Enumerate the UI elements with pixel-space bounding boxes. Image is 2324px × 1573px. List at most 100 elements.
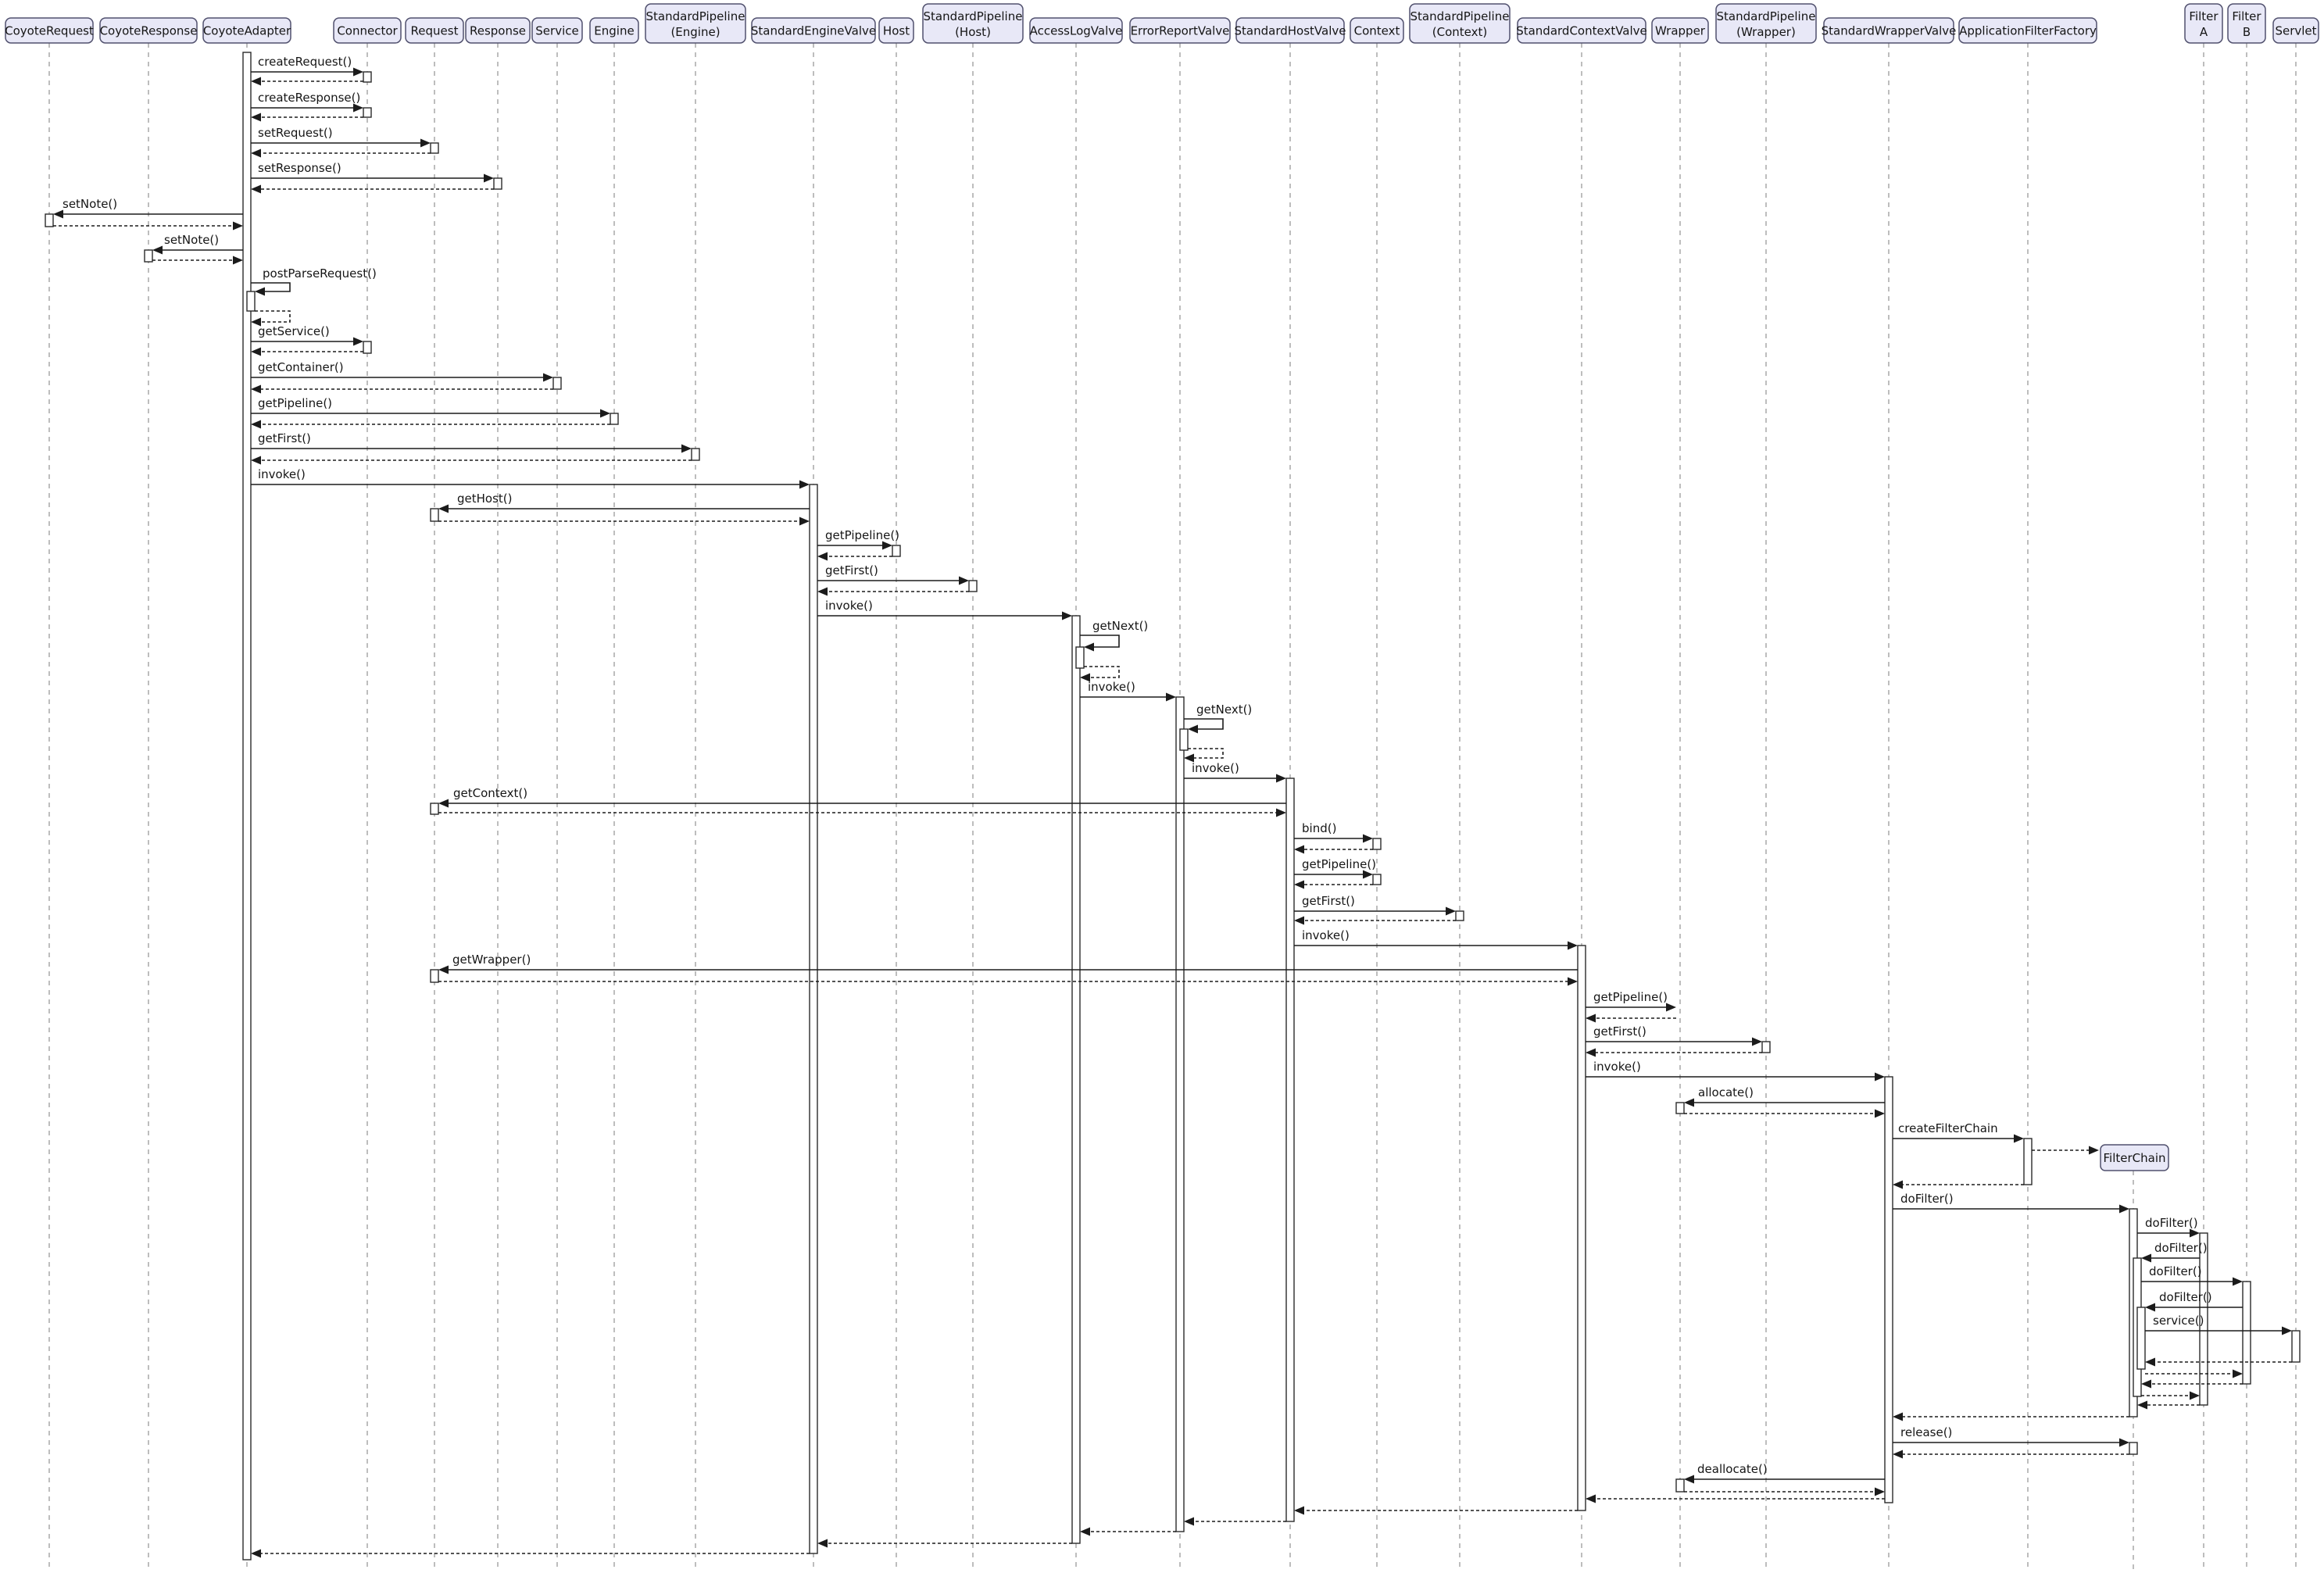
activation-host (892, 545, 901, 557)
return-arrowhead (2233, 1369, 2243, 1378)
message-arrowhead (152, 245, 163, 255)
activation-engine (610, 413, 619, 425)
message-arrowhead (438, 965, 449, 974)
message-arrowhead (799, 480, 810, 489)
participant-box-standard-pipeline-wrapper (1715, 3, 1817, 44)
message-arrowhead (1684, 1098, 1694, 1107)
message-label: invoke() (1593, 1060, 1641, 1074)
return-arrowhead (1294, 1506, 1304, 1515)
activation-context (1372, 874, 1382, 885)
message-arrowhead (1363, 870, 1373, 879)
message-label: setNote() (63, 197, 117, 211)
activation-filter-a (2199, 1232, 2208, 1406)
activation-context (1372, 838, 1382, 850)
message-label: getFirst() (1593, 1024, 1646, 1039)
activation-access-log-valve (1075, 646, 1085, 669)
return-arrowhead (251, 420, 261, 429)
message-arrowhead (959, 576, 969, 585)
message-label: getPipeline() (258, 396, 332, 410)
activation-coyote-adapter (242, 52, 252, 1560)
message-arrowhead (1276, 774, 1286, 783)
message-arrowhead (1446, 906, 1456, 916)
return-arrowhead (1276, 808, 1286, 817)
message-label: getNext() (1196, 702, 1252, 717)
message-label: allocate() (1698, 1085, 1754, 1099)
participant-label: StandardPipeline (1410, 9, 1510, 23)
return-arrowhead (2141, 1379, 2151, 1389)
activation-standard-pipeline-host (968, 580, 978, 592)
self-return-arrowhead (1080, 673, 1090, 682)
self-return-arrowhead (251, 317, 261, 327)
message-label: postParseRequest() (263, 266, 377, 281)
self-message-arrow (1184, 718, 1224, 730)
message-arrowhead (2282, 1326, 2292, 1335)
participant-box-standard-pipeline-host (922, 3, 1024, 44)
participant-label: AccessLogValve (1030, 24, 1123, 38)
message-label: getNext() (1092, 619, 1148, 633)
participant-box-standard-host-valve (1235, 17, 1345, 44)
activation-connector (363, 341, 372, 354)
message-label: invoke() (1192, 761, 1239, 775)
participant-box-standard-pipeline-context (1409, 3, 1511, 44)
activation-error-report-valve (1175, 696, 1185, 1532)
message-arrowhead (2119, 1438, 2129, 1447)
message-arrowhead (681, 444, 692, 453)
return-arrowhead (1875, 1487, 1885, 1496)
return-arrowhead (1184, 1517, 1194, 1526)
participant-box-host (878, 17, 914, 44)
message-arrowhead (2190, 1228, 2200, 1238)
participant-box-error-report-valve (1129, 17, 1231, 44)
return-arrowhead (1586, 1014, 1596, 1023)
participant-label: CoyoteAdapter (203, 24, 291, 38)
return-arrowhead (2145, 1357, 2155, 1367)
participant-label: (Context) (1432, 25, 1487, 39)
message-arrowhead (484, 173, 494, 183)
message-label: release() (1900, 1425, 1952, 1439)
activation-standard-engine-valve (809, 484, 818, 1554)
message-arrowhead (1875, 1072, 1885, 1081)
message-arrowhead (438, 504, 449, 513)
activation-request (430, 142, 439, 154)
return-arrowhead (251, 384, 261, 394)
message-arrowhead (438, 799, 449, 808)
return-arrowhead (233, 221, 243, 231)
return-arrowhead (817, 552, 828, 561)
message-arrowhead (1568, 941, 1578, 950)
participant-box-engine (589, 17, 639, 44)
return-arrowhead (1294, 916, 1304, 925)
participant-label: ErrorReportValve (1131, 24, 1230, 38)
return-arrowhead (1893, 1412, 1903, 1421)
participant-label: StandardContextValve (1516, 24, 1647, 38)
participant-box-coyote-request (5, 17, 94, 44)
activation-filter-chain (2136, 1307, 2146, 1370)
message-arrowhead (1363, 834, 1373, 843)
message-arrowhead (1062, 611, 1072, 620)
self-message-arrowhead (255, 287, 265, 296)
message-arrowhead (420, 138, 431, 148)
message-label: getHost() (457, 492, 513, 506)
participant-box-context (1350, 17, 1404, 44)
return-arrowhead (251, 77, 261, 86)
return-arrowhead (2137, 1400, 2147, 1410)
participant-label: Host (883, 24, 910, 38)
message-arrowhead (2119, 1204, 2129, 1214)
participant-label: StandardHostValve (1235, 24, 1346, 38)
activation-coyote-response (144, 249, 153, 263)
return-arrowhead (251, 184, 261, 194)
message-arrowhead (1666, 1003, 1676, 1012)
participant-box-coyote-response (99, 17, 198, 44)
message-label: getService() (258, 324, 330, 338)
return-arrowhead (1586, 1048, 1596, 1057)
activation-connector (363, 107, 372, 118)
message-label: getFirst() (258, 431, 311, 445)
message-label: deallocate() (1697, 1462, 1768, 1476)
return-arrowhead (1080, 1527, 1090, 1536)
participant-label: (Host) (955, 25, 991, 39)
message-label: getWrapper() (452, 953, 531, 967)
activation-service (552, 377, 562, 390)
return-arrowhead (799, 517, 810, 526)
participant-label: B (2243, 25, 2251, 39)
participant-box-access-log-valve (1029, 17, 1123, 44)
